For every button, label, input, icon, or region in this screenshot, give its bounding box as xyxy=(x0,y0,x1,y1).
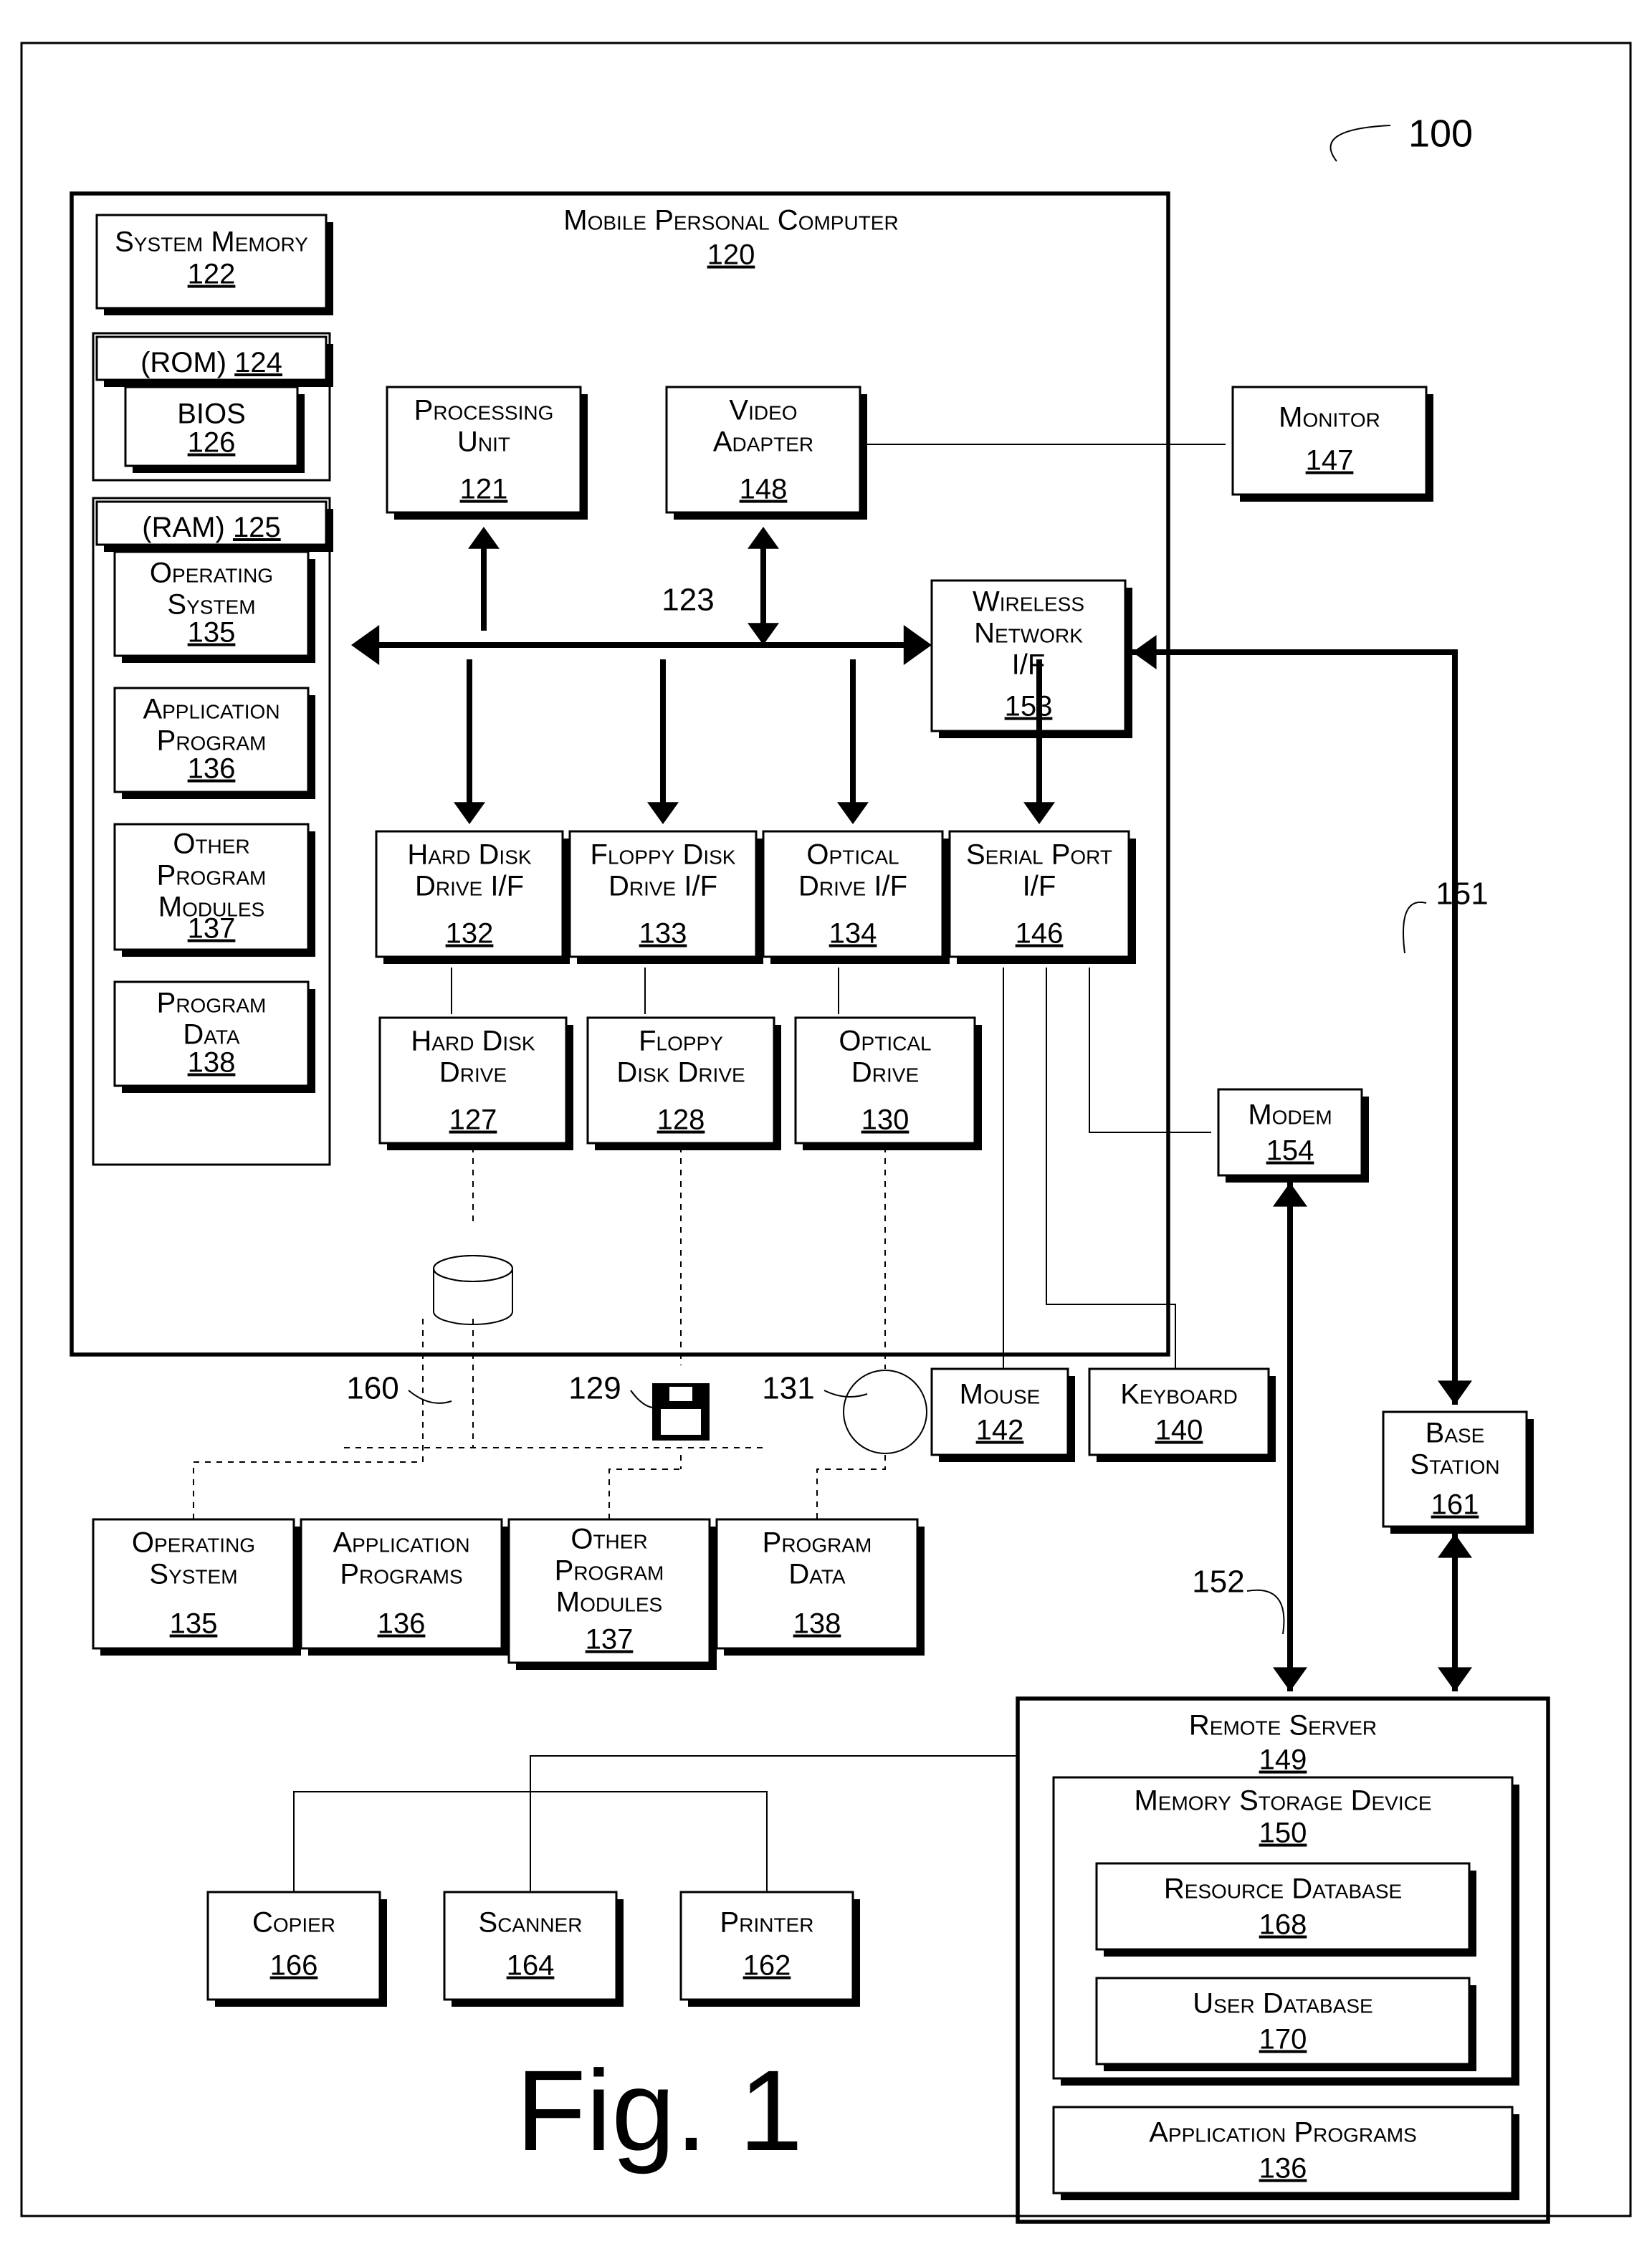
svg-text:146: 146 xyxy=(1016,918,1064,950)
svg-text:Base: Base xyxy=(1426,1418,1485,1449)
svg-text:123: 123 xyxy=(662,583,714,618)
svg-text:Drive I/F: Drive I/F xyxy=(608,871,717,902)
svg-text:Floppy: Floppy xyxy=(639,1026,723,1057)
svg-text:Program: Program xyxy=(157,988,267,1019)
svg-text:Application Programs: Application Programs xyxy=(1149,2117,1417,2149)
svg-text:Network: Network xyxy=(974,618,1083,649)
svg-text:Memory Storage Device: Memory Storage Device xyxy=(1134,1785,1431,1817)
svg-text:User Database: User Database xyxy=(1193,1988,1372,2020)
svg-text:Disk Drive: Disk Drive xyxy=(616,1057,745,1089)
svg-text:120: 120 xyxy=(707,239,755,271)
svg-text:Serial Port: Serial Port xyxy=(966,839,1112,871)
svg-text:132: 132 xyxy=(446,918,494,950)
svg-text:154: 154 xyxy=(1266,1135,1314,1167)
svg-text:170: 170 xyxy=(1259,2024,1307,2055)
svg-text:135: 135 xyxy=(188,617,236,649)
svg-text:Copier: Copier xyxy=(252,1907,335,1939)
svg-text:I/F: I/F xyxy=(1023,871,1056,902)
svg-text:128: 128 xyxy=(657,1104,705,1136)
svg-text:136: 136 xyxy=(378,1608,426,1640)
svg-text:Other: Other xyxy=(173,828,249,860)
svg-text:Adapter: Adapter xyxy=(713,426,813,458)
svg-text:136: 136 xyxy=(188,753,236,785)
svg-text:Floppy Disk: Floppy Disk xyxy=(591,839,736,871)
svg-text:Wireless: Wireless xyxy=(973,586,1084,618)
svg-text:150: 150 xyxy=(1259,1818,1307,1849)
svg-text:System: System xyxy=(149,1559,237,1590)
svg-text:System: System xyxy=(167,589,255,621)
svg-text:Optical: Optical xyxy=(806,839,899,871)
svg-text:Optical: Optical xyxy=(839,1026,931,1057)
svg-text:135: 135 xyxy=(170,1608,218,1640)
svg-text:151: 151 xyxy=(1436,877,1488,912)
svg-text:Program: Program xyxy=(157,860,267,892)
svg-text:Modules: Modules xyxy=(556,1587,662,1618)
svg-text:138: 138 xyxy=(793,1608,841,1640)
svg-text:Drive I/F: Drive I/F xyxy=(415,871,524,902)
svg-text:126: 126 xyxy=(188,427,236,459)
svg-text:162: 162 xyxy=(743,1950,791,1982)
svg-text:137: 137 xyxy=(586,1624,634,1656)
svg-text:138: 138 xyxy=(188,1047,236,1079)
svg-text:129: 129 xyxy=(568,1371,621,1406)
svg-text:164: 164 xyxy=(507,1950,555,1982)
svg-text:121: 121 xyxy=(460,474,508,505)
svg-text:137: 137 xyxy=(188,913,236,945)
svg-text:Modem: Modem xyxy=(1248,1099,1332,1131)
svg-text:BIOS: BIOS xyxy=(177,398,246,430)
svg-text:Video: Video xyxy=(729,395,797,426)
svg-text:160: 160 xyxy=(346,1371,398,1406)
svg-text:Drive: Drive xyxy=(439,1057,507,1089)
svg-text:Application: Application xyxy=(333,1527,469,1559)
svg-text:Program: Program xyxy=(555,1555,664,1587)
svg-text:142: 142 xyxy=(976,1415,1024,1446)
svg-text:100: 100 xyxy=(1408,112,1473,155)
svg-text:130: 130 xyxy=(861,1104,909,1136)
svg-text:Processing: Processing xyxy=(414,395,554,426)
svg-text:Keyboard: Keyboard xyxy=(1120,1379,1238,1410)
svg-text:136: 136 xyxy=(1259,2153,1307,2184)
svg-text:Monitor: Monitor xyxy=(1279,402,1380,434)
svg-text:148: 148 xyxy=(740,474,788,505)
svg-text:Unit: Unit xyxy=(457,426,510,458)
svg-text:Station: Station xyxy=(1410,1449,1499,1481)
svg-text:122: 122 xyxy=(188,259,236,290)
svg-text:Operating: Operating xyxy=(150,558,273,589)
svg-text:Program: Program xyxy=(157,725,267,757)
svg-text:(RAM) 125: (RAM) 125 xyxy=(142,512,280,543)
svg-text:Data: Data xyxy=(788,1559,846,1590)
svg-text:161: 161 xyxy=(1431,1489,1479,1521)
svg-text:(ROM) 124: (ROM) 124 xyxy=(140,347,282,378)
svg-text:127: 127 xyxy=(449,1104,497,1136)
svg-text:131: 131 xyxy=(762,1371,814,1406)
svg-text:Data: Data xyxy=(183,1019,240,1051)
svg-text:Hard Disk: Hard Disk xyxy=(411,1026,535,1057)
svg-text:147: 147 xyxy=(1306,445,1354,477)
svg-text:166: 166 xyxy=(270,1950,318,1982)
svg-text:152: 152 xyxy=(1192,1565,1244,1600)
svg-text:Scanner: Scanner xyxy=(479,1907,583,1939)
svg-text:Programs: Programs xyxy=(340,1559,462,1590)
svg-text:Mouse: Mouse xyxy=(960,1379,1041,1410)
svg-text:168: 168 xyxy=(1259,1909,1307,1941)
svg-text:Remote Server: Remote Server xyxy=(1189,1710,1377,1742)
svg-text:Drive: Drive xyxy=(851,1057,919,1089)
svg-text:140: 140 xyxy=(1155,1415,1203,1446)
svg-text:153: 153 xyxy=(1005,691,1053,722)
svg-text:Printer: Printer xyxy=(720,1907,814,1939)
svg-text:Hard Disk: Hard Disk xyxy=(407,839,531,871)
svg-text:133: 133 xyxy=(639,918,687,950)
svg-text:System Memory: System Memory xyxy=(115,226,308,258)
svg-text:Drive I/F: Drive I/F xyxy=(798,871,907,902)
svg-text:Mobile Personal Computer: Mobile Personal Computer xyxy=(563,205,898,237)
svg-text:Fig. 1: Fig. 1 xyxy=(516,2046,803,2174)
svg-text:Application: Application xyxy=(143,694,280,725)
svg-text:Program: Program xyxy=(763,1527,872,1559)
svg-text:Resource Database: Resource Database xyxy=(1164,1873,1402,1905)
svg-text:134: 134 xyxy=(829,918,877,950)
svg-text:Operating: Operating xyxy=(132,1527,255,1559)
svg-text:149: 149 xyxy=(1259,1744,1307,1776)
svg-text:Other: Other xyxy=(570,1524,647,1555)
